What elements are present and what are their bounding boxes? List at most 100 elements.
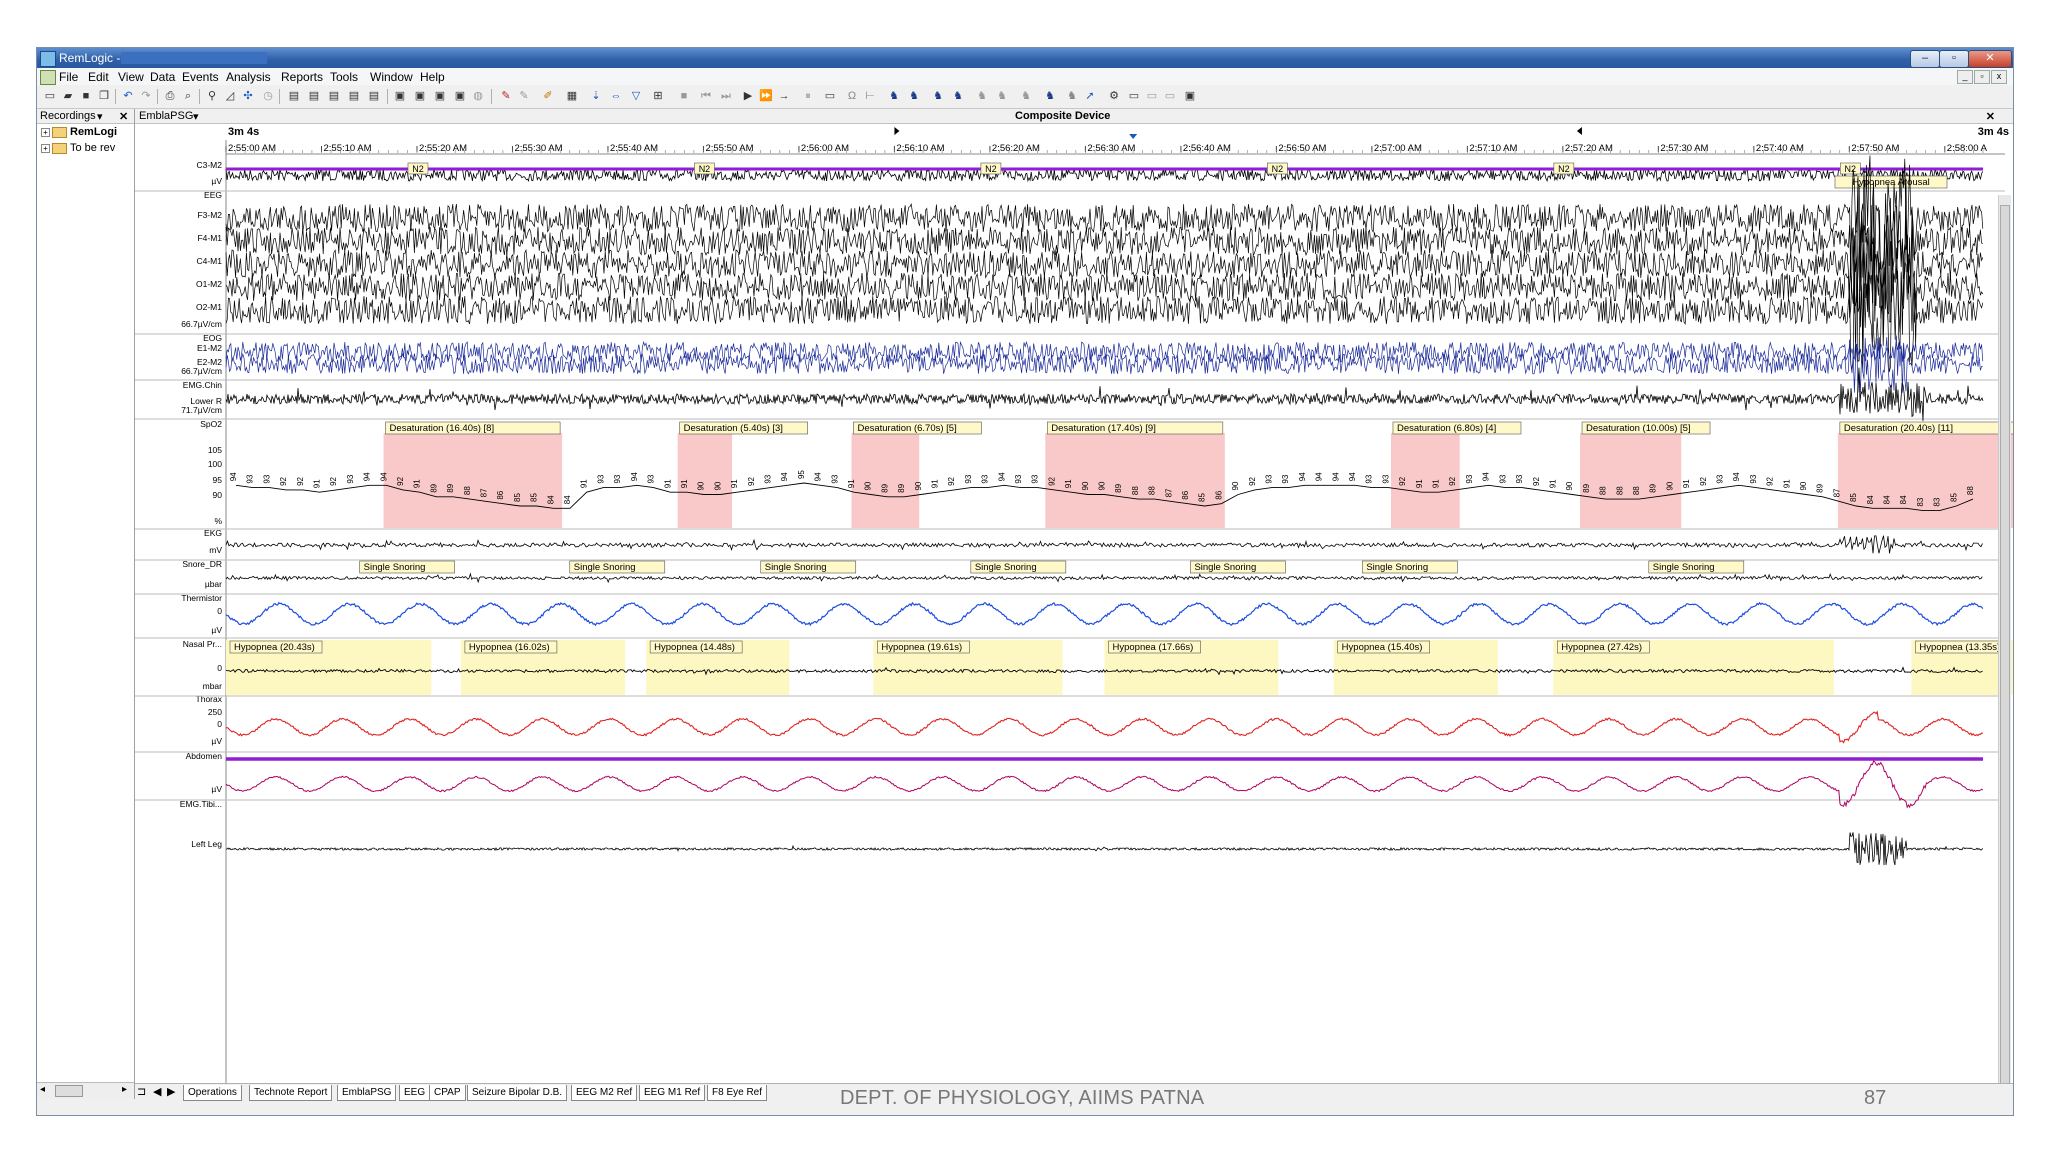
expand-icon[interactable]: + bbox=[41, 143, 50, 153]
play-icon[interactable]: ▶ bbox=[743, 90, 753, 102]
notes-icon[interactable]: ▭ bbox=[1128, 90, 1140, 102]
tab-emblapsg[interactable]: EmblaPSG bbox=[337, 1085, 397, 1101]
recordings-hscrollbar[interactable]: ◂ ▸ bbox=[37, 1082, 134, 1099]
analysis-5-icon[interactable]: ♞ bbox=[977, 90, 987, 102]
menu-file[interactable]: File bbox=[59, 70, 79, 84]
tab-f8-eye-ref[interactable]: F8 Eye Ref bbox=[707, 1085, 768, 1101]
export-icon[interactable]: ▭ bbox=[1146, 90, 1158, 102]
tab-cpap[interactable]: CPAP bbox=[429, 1085, 466, 1101]
spo2-value: 93 bbox=[246, 474, 255, 483]
stop-icon[interactable]: ■ bbox=[680, 90, 688, 102]
undo-icon[interactable]: ↶ bbox=[123, 90, 133, 102]
tab-prev-icon[interactable]: ◀ bbox=[153, 1086, 162, 1098]
tab-eeg-m1-ref[interactable]: EEG M1 Ref bbox=[639, 1085, 706, 1101]
montage-3-icon[interactable]: ▣ bbox=[434, 90, 446, 102]
pause-icon[interactable]: ⏸ bbox=[805, 90, 811, 102]
save-icon[interactable]: ■ bbox=[82, 90, 90, 102]
clock-icon[interactable]: ◷ bbox=[263, 90, 273, 102]
next-icon[interactable]: → bbox=[778, 90, 790, 102]
vertical-scrollbar[interactable] bbox=[1998, 195, 2011, 1097]
marker-icon[interactable]: ✐ bbox=[543, 90, 553, 102]
event-tool-2-icon[interactable]: ✎ bbox=[519, 90, 529, 102]
menu-reports[interactable]: Reports bbox=[281, 70, 324, 84]
montage-1-icon[interactable]: ▣ bbox=[394, 90, 406, 102]
document-icon[interactable] bbox=[40, 70, 56, 85]
measure-icon[interactable]: ◿ bbox=[225, 90, 235, 102]
montage-5-icon[interactable]: ◍ bbox=[473, 90, 483, 102]
menu-edit[interactable]: Edit bbox=[88, 70, 109, 84]
layout-4-icon[interactable]: ▤ bbox=[348, 90, 360, 102]
tab-seizure-bipolar[interactable]: Seizure Bipolar D.B. bbox=[467, 1085, 568, 1101]
cursor-icon[interactable]: ✣ bbox=[243, 90, 253, 102]
print-preview-icon[interactable]: ⌕ bbox=[184, 90, 192, 102]
analysis-4-icon[interactable]: ♞ bbox=[953, 90, 963, 102]
print-icon[interactable]: ⎙ bbox=[165, 90, 175, 102]
analysis-9-icon[interactable]: ♞ bbox=[1067, 90, 1077, 102]
tab-technote-report[interactable]: Technote Report bbox=[249, 1085, 333, 1101]
video-icon[interactable]: ▭ bbox=[824, 90, 836, 102]
align-center-icon[interactable]: ⇔ bbox=[610, 90, 622, 102]
analysis-7-icon[interactable]: ♞ bbox=[1021, 90, 1031, 102]
settings-icon[interactable]: ⚙ bbox=[1109, 90, 1119, 102]
view-close-icon[interactable]: ✕ bbox=[1985, 111, 1995, 123]
zoom-icon[interactable]: ⚲ bbox=[207, 90, 217, 102]
menu-help[interactable]: Help bbox=[420, 70, 445, 84]
scroll-thumb[interactable] bbox=[2000, 205, 2010, 1085]
layout-2-icon[interactable]: ▤ bbox=[308, 90, 320, 102]
tab-operations[interactable]: Operations bbox=[183, 1085, 242, 1101]
layout-1-icon[interactable]: ▤ bbox=[288, 90, 300, 102]
impedance-icon[interactable]: Ω bbox=[847, 90, 857, 102]
tab-scroll-icon[interactable]: ⊐ bbox=[137, 1086, 147, 1098]
analysis-10-icon[interactable]: ➚ bbox=[1085, 90, 1095, 102]
analysis-6-icon[interactable]: ♞ bbox=[997, 90, 1007, 102]
event-tool-icon[interactable]: ✎ bbox=[501, 90, 511, 102]
restore-button[interactable]: ▫ bbox=[1939, 50, 1969, 68]
montage-2-icon[interactable]: ▣ bbox=[414, 90, 426, 102]
montage-tab-label[interactable]: EmblaPSG bbox=[139, 110, 194, 122]
skip-end-icon[interactable]: ⏭ bbox=[721, 90, 731, 102]
tree-item-to-be-reviewed[interactable]: + To be rev bbox=[41, 142, 115, 154]
grid-icon[interactable]: ⊞ bbox=[653, 90, 663, 102]
analysis-8-icon[interactable]: ♞ bbox=[1045, 90, 1055, 102]
filter-icon[interactable]: ▽ bbox=[631, 90, 641, 102]
tab-eeg[interactable]: EEG bbox=[399, 1085, 431, 1101]
tree-item-remlogic[interactable]: + RemLogi bbox=[41, 126, 117, 138]
analysis-3-icon[interactable]: ♞ bbox=[933, 90, 943, 102]
mdi-close-button[interactable]: x bbox=[1991, 70, 2007, 84]
tab-next-icon[interactable]: ▶ bbox=[167, 1086, 176, 1098]
menu-analysis[interactable]: Analysis bbox=[226, 70, 271, 84]
recordings-title[interactable]: Recordings bbox=[40, 110, 96, 122]
menu-tools[interactable]: Tools bbox=[330, 70, 359, 84]
redo-icon[interactable]: ↷ bbox=[141, 90, 151, 102]
menu-events[interactable]: Events bbox=[182, 70, 219, 84]
menu-view[interactable]: View bbox=[118, 70, 144, 84]
expand-icon[interactable]: + bbox=[41, 127, 50, 137]
events-list-icon[interactable]: ▦ bbox=[566, 90, 578, 102]
menu-window[interactable]: Window bbox=[370, 70, 413, 84]
analysis-1-icon[interactable]: ♞ bbox=[889, 90, 899, 102]
align-down-icon[interactable]: ⇣ bbox=[591, 90, 601, 102]
psg-signal-chart[interactable]: 3m 4s 3m 4s 2:55:00 AM 2:55:10 AM 2:55:20 AM… bbox=[135, 124, 2014, 1099]
fast-forward-icon[interactable]: ⏩ bbox=[759, 90, 773, 102]
mdi-minimize-button[interactable]: _ bbox=[1957, 70, 1973, 84]
open-folder-icon[interactable]: ▰ bbox=[63, 90, 73, 102]
tab-eeg-m2-ref[interactable]: EEG M2 Ref bbox=[571, 1085, 638, 1101]
skip-start-icon[interactable]: ⏮ bbox=[701, 90, 711, 102]
close-button[interactable]: ✕ bbox=[1968, 50, 2012, 68]
montage-dropdown-icon[interactable]: ▾ bbox=[193, 111, 199, 123]
recordings-dropdown-icon[interactable]: ▾ bbox=[97, 111, 103, 123]
copy-icon[interactable]: ❐ bbox=[99, 90, 109, 102]
calibration-icon[interactable]: ⊢ bbox=[865, 90, 875, 102]
layout-5-icon[interactable]: ▤ bbox=[368, 90, 380, 102]
minimize-button[interactable]: – bbox=[1910, 50, 1940, 68]
monitor-icon[interactable]: ▣ bbox=[1184, 90, 1196, 102]
mdi-restore-button[interactable]: ▫ bbox=[1974, 70, 1990, 84]
new-file-icon[interactable]: ▭ bbox=[44, 90, 56, 102]
montage-4-icon[interactable]: ▣ bbox=[454, 90, 466, 102]
recordings-close-icon[interactable]: ✕ bbox=[119, 111, 129, 123]
menu-data[interactable]: Data bbox=[150, 70, 176, 84]
report-icon[interactable]: ▭ bbox=[1164, 90, 1176, 102]
analysis-2-icon[interactable]: ♞ bbox=[909, 90, 919, 102]
layout-3-icon[interactable]: ▤ bbox=[328, 90, 340, 102]
spo2-value: 87 bbox=[1164, 488, 1173, 497]
